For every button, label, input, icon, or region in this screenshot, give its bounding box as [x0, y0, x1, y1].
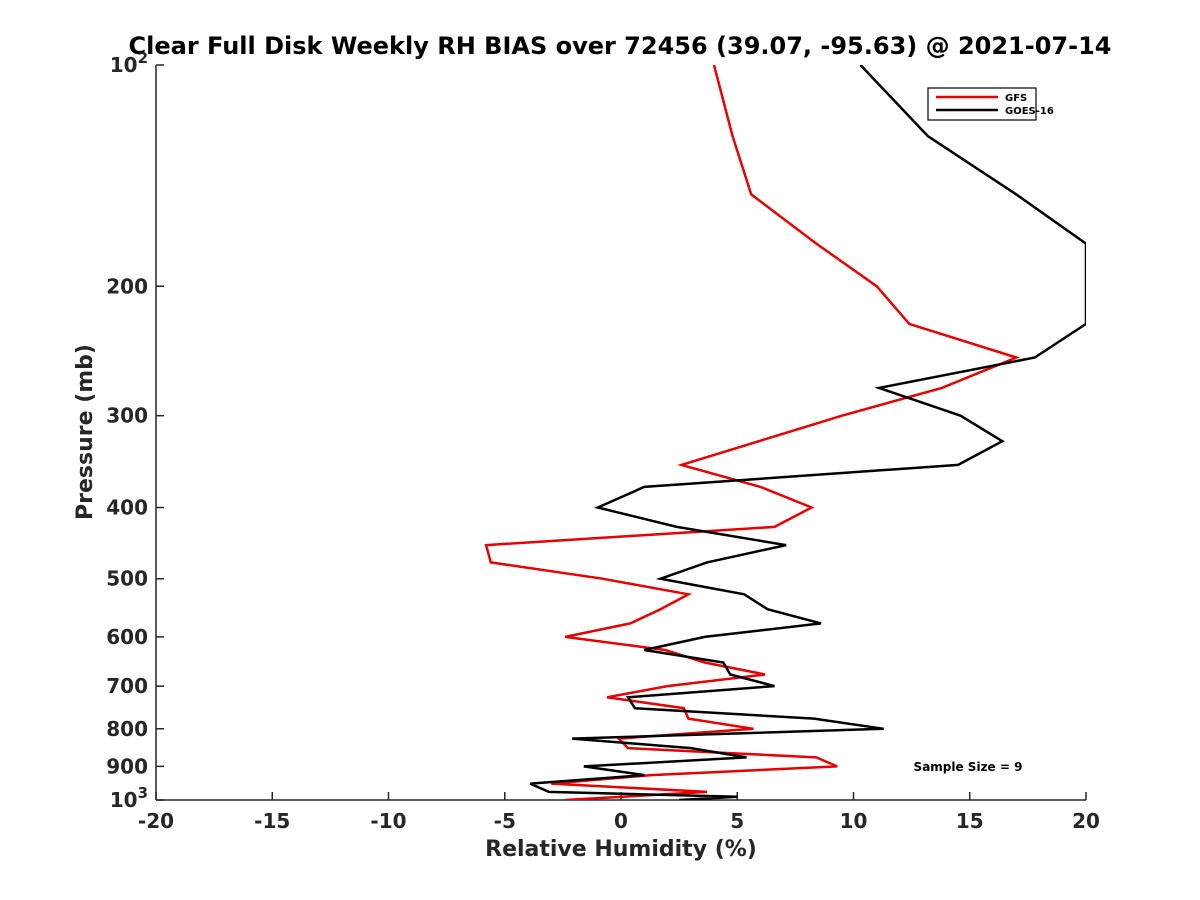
y-tick-label: 103	[110, 784, 148, 812]
y-tick-label: 400	[106, 496, 148, 520]
x-tick-label: 5	[730, 809, 744, 833]
series-line-goes-16	[529, 65, 1086, 800]
legend-box	[927, 87, 1037, 121]
y-axis-label: Pressure (mb)	[73, 344, 98, 520]
legend-entry-label: GOES-16	[1005, 106, 1054, 117]
series-line-gfs	[484, 65, 1020, 800]
x-tick-label: 0	[614, 809, 628, 833]
x-tick-label: 10	[840, 809, 868, 833]
sample-size-annotation: Sample Size = 9	[914, 760, 1023, 774]
y-tick-label: 200	[106, 274, 148, 298]
x-tick-label: -15	[254, 809, 290, 833]
x-tick-label: 15	[956, 809, 984, 833]
y-tick-label: 900	[106, 754, 148, 778]
chart-title: Clear Full Disk Weekly RH BIAS over 7245…	[129, 32, 1112, 60]
y-tick-label: 700	[106, 674, 148, 698]
x-tick-label: -5	[494, 809, 516, 833]
y-tick-label: 800	[106, 717, 148, 741]
y-tick-label: 300	[106, 404, 148, 428]
x-axis-label: Relative Humidity (%)	[485, 837, 757, 862]
legend: GFS GOES-16	[927, 87, 1054, 121]
y-tick-label: 102	[110, 49, 148, 77]
x-tick-label: -10	[370, 809, 406, 833]
plot-axes	[155, 65, 1086, 801]
x-tick-label: -20	[138, 809, 174, 833]
y-tick-label: 600	[106, 625, 148, 649]
y-tick-label: 500	[106, 567, 148, 591]
legend-entry-label: GFS	[1005, 93, 1027, 104]
x-tick-label: 20	[1072, 809, 1100, 833]
